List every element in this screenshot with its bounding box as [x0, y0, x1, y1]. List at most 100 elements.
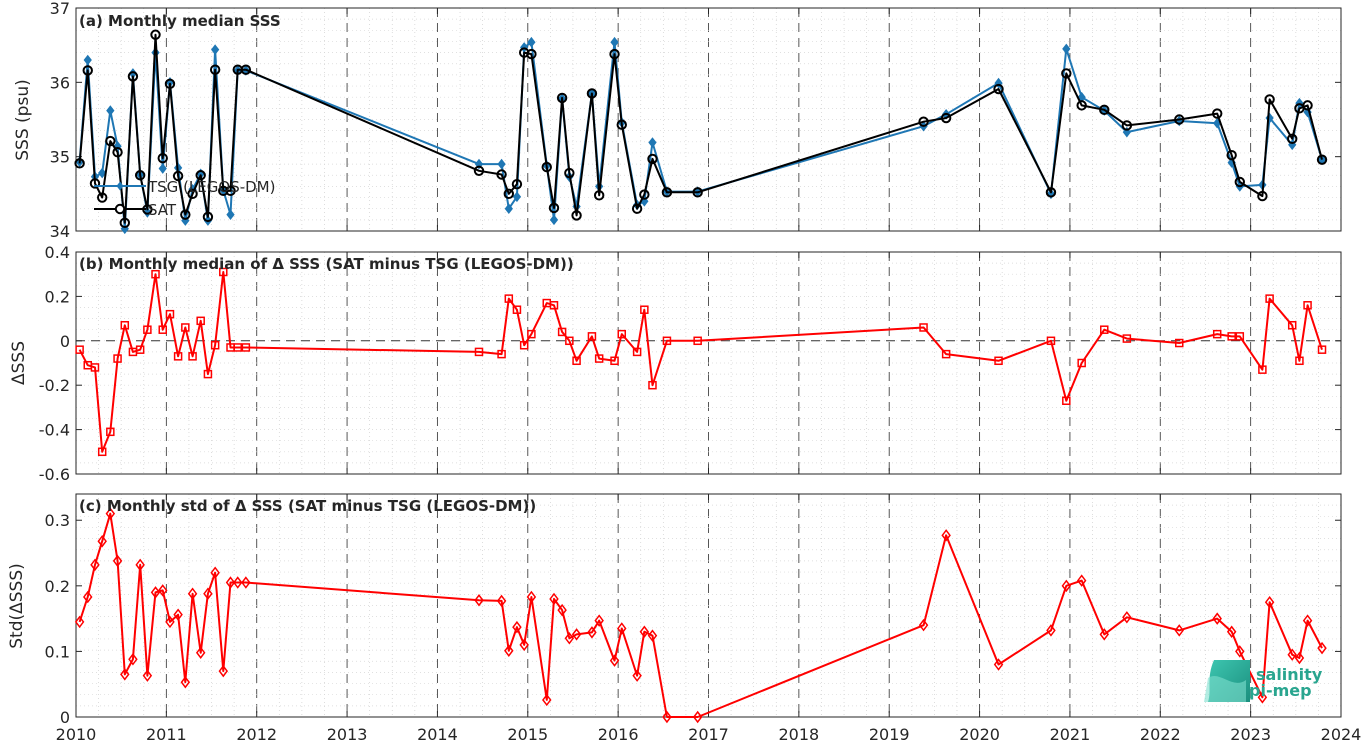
data-point	[496, 169, 507, 180]
data-point	[1257, 691, 1268, 704]
data-point	[631, 203, 643, 214]
x-tick-label: 2012	[236, 725, 277, 744]
data-point	[693, 336, 702, 346]
data-point	[556, 92, 568, 104]
data-point	[1100, 325, 1109, 334]
grid	[76, 252, 1341, 474]
data-point	[1174, 624, 1185, 637]
data-point	[587, 332, 597, 341]
data-point	[504, 294, 514, 303]
data-point	[98, 167, 107, 179]
data-point	[210, 340, 220, 350]
series-line	[78, 512, 1323, 718]
data-point	[135, 558, 145, 572]
x-tick-label: 2010	[56, 725, 97, 744]
x-tick-label: 2023	[1230, 725, 1271, 744]
data-point	[527, 329, 536, 339]
data-point	[639, 189, 650, 200]
data-point	[640, 305, 649, 314]
data-point	[241, 343, 251, 352]
data-point	[692, 710, 703, 724]
data-point	[157, 152, 168, 164]
data-point	[180, 675, 191, 689]
data-point	[150, 586, 161, 599]
data-point	[940, 112, 952, 124]
data-point	[692, 187, 703, 198]
data-point	[512, 305, 522, 314]
data-point	[1045, 187, 1057, 198]
data-point	[527, 36, 536, 48]
salinity-pi-mep-logo: salinity pi-mep	[1204, 660, 1323, 702]
data-point	[1212, 612, 1222, 625]
data-point	[1174, 114, 1185, 125]
data-point	[504, 203, 513, 215]
logo-wave-icon	[1204, 676, 1246, 702]
y-tick-labels: 34 35 36 37	[50, 0, 1342, 241]
data-point	[1316, 154, 1328, 165]
data-point	[1265, 294, 1274, 303]
data-point	[143, 325, 152, 334]
data-point	[474, 347, 484, 357]
data-point	[1099, 628, 1110, 641]
data-point	[127, 71, 139, 82]
data-point	[918, 618, 929, 632]
data-point	[83, 54, 92, 66]
data-point	[496, 594, 507, 608]
y-axis-label: Std(ΔSSS)	[7, 563, 27, 649]
data-point	[1175, 338, 1184, 348]
data-point	[617, 622, 627, 635]
data-point	[164, 78, 176, 90]
data-point	[1121, 120, 1133, 131]
y-tick-label: 0.2	[45, 577, 70, 596]
data-point	[542, 693, 552, 707]
data-point	[504, 644, 514, 657]
data-point	[587, 626, 597, 639]
panel-title: (b) Monthly median of Δ SSS (SAT minus T…	[79, 255, 574, 273]
data-point	[90, 363, 100, 372]
data-point	[113, 354, 122, 363]
data-point	[632, 347, 642, 357]
series-line	[78, 271, 1323, 453]
data-point	[225, 185, 236, 197]
data-point	[97, 192, 108, 203]
data-point	[548, 202, 560, 214]
data-point	[74, 615, 85, 629]
data-point	[549, 592, 559, 606]
x-tick-label: 2018	[778, 725, 819, 744]
panel-title: (c) Monthly std of Δ SSS (SAT minus TSG …	[79, 497, 536, 515]
data-point	[526, 590, 537, 604]
data-point	[474, 594, 484, 607]
data-point	[1295, 356, 1304, 366]
data-point	[119, 217, 130, 229]
data-point	[1046, 624, 1056, 637]
data-point	[165, 309, 175, 319]
data-marks	[74, 29, 1328, 235]
legend-marker-sat	[114, 203, 126, 215]
data-point	[1226, 625, 1237, 638]
x-tick-label: 2016	[598, 725, 639, 744]
series-line	[78, 33, 1323, 224]
data-point	[196, 316, 205, 326]
data-point	[195, 646, 206, 659]
data-point	[662, 336, 672, 346]
data-point	[497, 158, 506, 170]
data-point	[105, 135, 116, 147]
data-point	[639, 625, 650, 638]
panel-a: 34 35 36 37 (a) Monthly median SSS SSS (psu…	[13, 0, 1342, 241]
data-point	[233, 343, 242, 352]
panel-b: -0.6 -0.4 -0.2 0 0.2 0.4 (b) Monthly median o…	[9, 243, 1342, 484]
data-point	[941, 529, 951, 542]
data-point	[172, 170, 184, 182]
data-point	[541, 161, 552, 173]
x-tick-label: 2015	[507, 725, 548, 744]
data-point	[1046, 336, 1056, 346]
data-point	[648, 137, 657, 148]
data-point	[75, 345, 84, 354]
x-tick-label: 2013	[327, 725, 368, 744]
data-point	[112, 554, 123, 568]
data-point	[1212, 108, 1223, 119]
data-point	[571, 628, 582, 641]
data-point	[1076, 574, 1087, 587]
y-tick-label: 0.3	[45, 511, 70, 530]
data-point	[1258, 365, 1267, 374]
